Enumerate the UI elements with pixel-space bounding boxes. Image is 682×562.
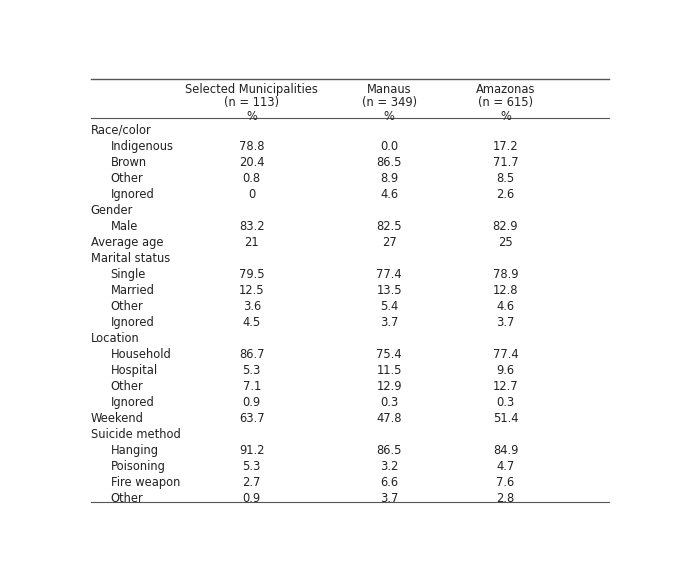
Text: (n = 113): (n = 113) — [224, 97, 280, 110]
Text: 21: 21 — [244, 236, 259, 249]
Text: 5.4: 5.4 — [380, 300, 398, 313]
Text: Household: Household — [110, 348, 171, 361]
Text: Ignored: Ignored — [110, 188, 154, 201]
Text: 12.7: 12.7 — [492, 380, 518, 393]
Text: 4.6: 4.6 — [380, 188, 398, 201]
Text: 2.6: 2.6 — [496, 188, 515, 201]
Text: 84.9: 84.9 — [493, 444, 518, 457]
Text: 82.5: 82.5 — [376, 220, 402, 233]
Text: 86.7: 86.7 — [239, 348, 265, 361]
Text: Brown: Brown — [110, 156, 147, 169]
Text: 17.2: 17.2 — [492, 140, 518, 153]
Text: 3.7: 3.7 — [380, 492, 398, 505]
Text: 77.4: 77.4 — [492, 348, 518, 361]
Text: 86.5: 86.5 — [376, 156, 402, 169]
Text: 0.3: 0.3 — [496, 396, 515, 409]
Text: 0.3: 0.3 — [380, 396, 398, 409]
Text: 0.8: 0.8 — [243, 172, 261, 185]
Text: (n = 349): (n = 349) — [361, 97, 417, 110]
Text: 75.4: 75.4 — [376, 348, 402, 361]
Text: Other: Other — [110, 380, 143, 393]
Text: Average age: Average age — [91, 236, 163, 249]
Text: Hospital: Hospital — [110, 364, 158, 377]
Text: 12.5: 12.5 — [239, 284, 265, 297]
Text: 3.6: 3.6 — [243, 300, 261, 313]
Text: Male: Male — [110, 220, 138, 233]
Text: 4.5: 4.5 — [243, 316, 261, 329]
Text: Other: Other — [110, 300, 143, 313]
Text: Weekend: Weekend — [91, 412, 143, 425]
Text: Location: Location — [91, 332, 139, 345]
Text: 11.5: 11.5 — [376, 364, 402, 377]
Text: Marital status: Marital status — [91, 252, 170, 265]
Text: 2.7: 2.7 — [243, 476, 261, 489]
Text: 7.1: 7.1 — [243, 380, 261, 393]
Text: 5.3: 5.3 — [243, 460, 261, 473]
Text: Single: Single — [110, 268, 146, 281]
Text: 83.2: 83.2 — [239, 220, 265, 233]
Text: 3.2: 3.2 — [380, 460, 398, 473]
Text: Ignored: Ignored — [110, 316, 154, 329]
Text: 78.8: 78.8 — [239, 140, 265, 153]
Text: 51.4: 51.4 — [492, 412, 518, 425]
Text: 0: 0 — [248, 188, 255, 201]
Text: 0.9: 0.9 — [243, 492, 261, 505]
Text: 9.6: 9.6 — [496, 364, 514, 377]
Text: Fire weapon: Fire weapon — [110, 476, 180, 489]
Text: 3.7: 3.7 — [380, 316, 398, 329]
Text: 3.7: 3.7 — [496, 316, 515, 329]
Text: 86.5: 86.5 — [376, 444, 402, 457]
Text: 27: 27 — [382, 236, 396, 249]
Text: 13.5: 13.5 — [376, 284, 402, 297]
Text: 6.6: 6.6 — [380, 476, 398, 489]
Text: %: % — [246, 110, 257, 123]
Text: 4.6: 4.6 — [496, 300, 514, 313]
Text: 0.9: 0.9 — [243, 396, 261, 409]
Text: Other: Other — [110, 492, 143, 505]
Text: 47.8: 47.8 — [376, 412, 402, 425]
Text: 4.7: 4.7 — [496, 460, 515, 473]
Text: 91.2: 91.2 — [239, 444, 265, 457]
Text: Race/color: Race/color — [91, 124, 151, 137]
Text: Poisoning: Poisoning — [110, 460, 166, 473]
Text: 12.9: 12.9 — [376, 380, 402, 393]
Text: (n = 615): (n = 615) — [478, 97, 533, 110]
Text: Manaus: Manaus — [367, 83, 411, 96]
Text: Selected Municipalities: Selected Municipalities — [186, 83, 318, 96]
Text: %: % — [384, 110, 395, 123]
Text: Indigenous: Indigenous — [110, 140, 174, 153]
Text: 25: 25 — [498, 236, 513, 249]
Text: Amazonas: Amazonas — [476, 83, 535, 96]
Text: 78.9: 78.9 — [492, 268, 518, 281]
Text: 8.9: 8.9 — [380, 172, 398, 185]
Text: Hanging: Hanging — [110, 444, 159, 457]
Text: 20.4: 20.4 — [239, 156, 265, 169]
Text: Suicide method: Suicide method — [91, 428, 180, 441]
Text: 12.8: 12.8 — [492, 284, 518, 297]
Text: 71.7: 71.7 — [492, 156, 518, 169]
Text: 8.5: 8.5 — [496, 172, 515, 185]
Text: Other: Other — [110, 172, 143, 185]
Text: 63.7: 63.7 — [239, 412, 265, 425]
Text: 82.9: 82.9 — [492, 220, 518, 233]
Text: 0.0: 0.0 — [380, 140, 398, 153]
Text: Gender: Gender — [91, 204, 133, 217]
Text: %: % — [500, 110, 511, 123]
Text: 2.8: 2.8 — [496, 492, 515, 505]
Text: Ignored: Ignored — [110, 396, 154, 409]
Text: 7.6: 7.6 — [496, 476, 515, 489]
Text: Married: Married — [110, 284, 155, 297]
Text: 79.5: 79.5 — [239, 268, 265, 281]
Text: 77.4: 77.4 — [376, 268, 402, 281]
Text: 5.3: 5.3 — [243, 364, 261, 377]
